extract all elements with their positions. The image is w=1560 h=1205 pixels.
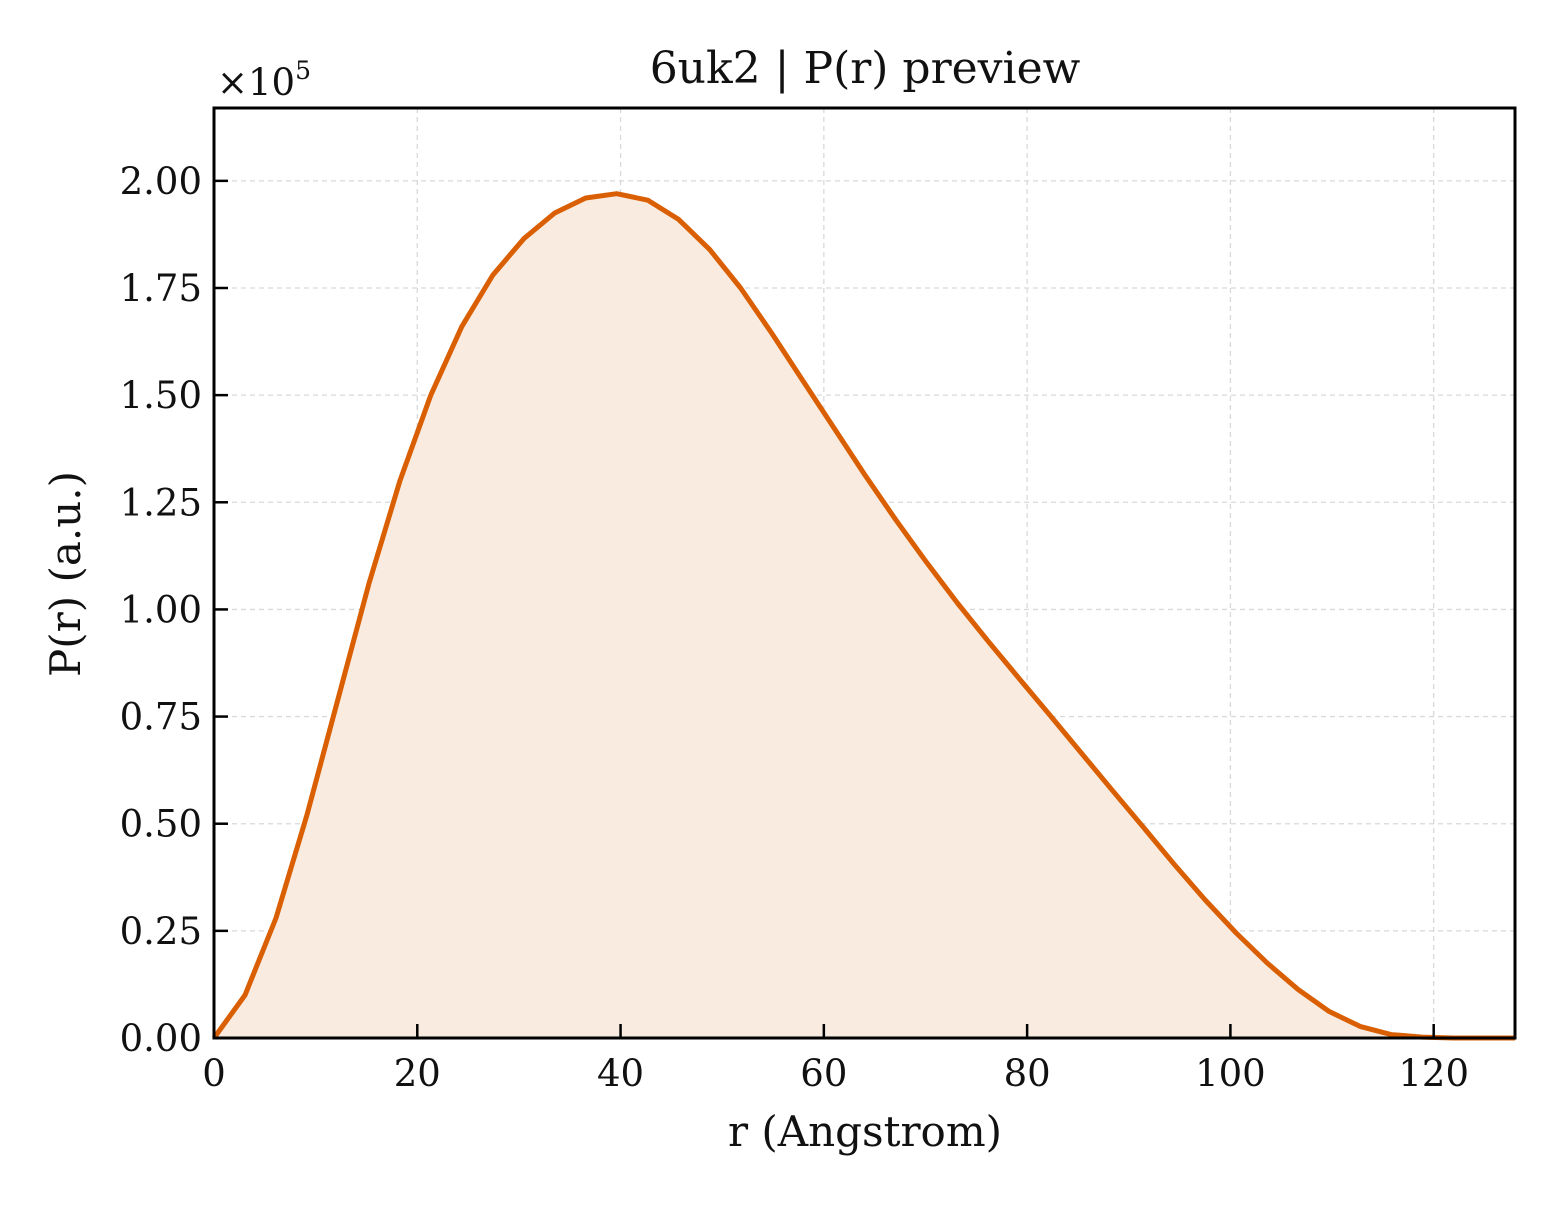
y-tick-labels: 0.00 0.25 0.50 0.75 1.00 1.25 1.50 1.75 2.00 [120, 160, 202, 1060]
x-tick-labels: 0 20 40 60 80 100 120 [202, 1052, 1469, 1095]
y-tick-label: 1.50 [120, 374, 202, 417]
y-tick-label: 1.75 [120, 267, 202, 310]
pr-area-fill [214, 193, 1515, 1038]
x-tick-label: 100 [1195, 1052, 1266, 1095]
x-tick-label: 120 [1398, 1052, 1469, 1095]
y-tick-label: 0.00 [120, 1017, 202, 1060]
x-tick-label: 20 [394, 1052, 441, 1095]
y-tick-label: 0.75 [120, 696, 202, 739]
y-offset-label: ×105 [217, 56, 311, 104]
y-tick-label: 1.00 [120, 588, 202, 631]
y-tick-label: 0.50 [120, 803, 202, 846]
y-offset-base: ×10 [217, 61, 295, 104]
x-axis-title: r (Angstrom) [728, 1107, 1002, 1156]
y-axis-title: P(r) (a.u.) [41, 471, 90, 677]
x-tick-label: 40 [597, 1052, 644, 1095]
y-tick-label: 0.25 [120, 910, 202, 953]
x-tick-label: 0 [202, 1052, 226, 1095]
x-tick-label: 80 [1004, 1052, 1051, 1095]
y-tick-label: 1.25 [120, 481, 202, 524]
x-tick-label: 60 [800, 1052, 847, 1095]
chart-title: 6uk2 | P(r) preview [650, 43, 1081, 94]
pr-line [211, 191, 1515, 1041]
y-tick-label: 2.00 [120, 160, 202, 203]
y-offset-exponent: 5 [295, 56, 311, 85]
axes-frame [212, 106, 1517, 1040]
